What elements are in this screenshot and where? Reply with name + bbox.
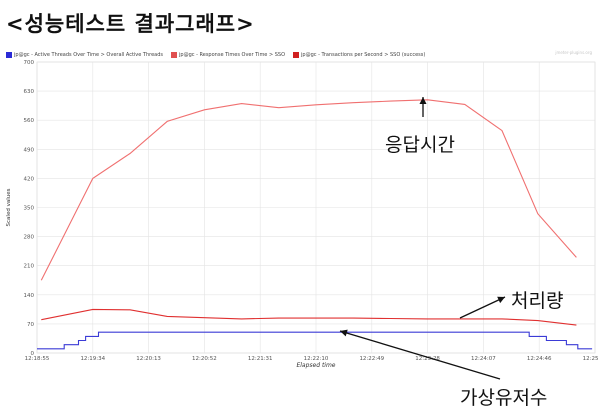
legend-swatch-tps [293, 52, 300, 58]
x-tick-label: 12:21:31 [248, 356, 273, 362]
legend-item-tps: jp@gc - Transactions per Second > SSO (s… [293, 52, 425, 58]
y-tick-label: 0 [31, 351, 35, 357]
x-tick-label: 12:20:13 [136, 356, 161, 362]
arrow-virtual-users-head [340, 329, 348, 337]
arrow-virtual-users [339, 330, 501, 380]
legend-label-tps: jp@gc - Transactions per Second > SSO (s… [301, 52, 426, 58]
y-tick-label: 560 [24, 118, 35, 124]
series-line-threads [37, 331, 593, 350]
y-tick-label: 700 [24, 60, 35, 66]
grid-layer [36, 61, 596, 354]
annotation-response-time: 응답시간 [385, 134, 455, 156]
page-title: <성능테스트 결과그래프> [6, 12, 255, 36]
legend-item-threads: jp@gc - Active Threads Over Time > Overa… [6, 52, 163, 58]
y-tick-label: 140 [24, 293, 35, 299]
y-tick-label: 630 [24, 89, 35, 95]
y-tick-label: 280 [24, 235, 35, 241]
legend-swatch-threads [6, 52, 12, 58]
y-tick-label: 70 [27, 322, 34, 328]
x-tick-label: 12:20:52 [192, 356, 217, 362]
y-tick-label: 210 [24, 264, 35, 270]
y-tick-label: 350 [24, 206, 35, 212]
chart-legend: jp@gc - Active Threads Over Time > Overa… [6, 51, 425, 59]
annotation-throughput: 처리량 [511, 290, 564, 312]
annotation-virtual-users: 가상유저수 [460, 387, 548, 409]
legend-label-response: jp@gc - Response Times Over Time > SSO [179, 52, 286, 58]
legend-swatch-response [171, 52, 178, 58]
x-tick-label: 12:24:07 [471, 356, 496, 362]
legend-item-response: jp@gc - Response Times Over Time > SSO [171, 52, 285, 58]
x-tick-label: 12:22:10 [304, 356, 329, 362]
legend-label-threads: jp@gc - Active Threads Over Time > Overa… [14, 52, 164, 58]
x-tick-label: 12:23:28 [415, 356, 440, 362]
watermark: jmeter-plugins.org [555, 50, 592, 55]
annotation-arrows [339, 97, 506, 380]
y-axis-label: Scaled values [6, 188, 12, 226]
arrow-throughput-head [497, 296, 505, 304]
x-tick-label: 12:24:46 [527, 356, 552, 362]
axis-layer: 0 70 140 210 280 350 420 490 560 630 700 12:18:55 12… [6, 60, 598, 369]
y-tick-label: 490 [24, 147, 35, 153]
arrow-response-time-head [419, 97, 427, 104]
y-tick-label: 420 [24, 176, 35, 182]
series-layer [37, 99, 593, 350]
x-tick-label: 12:22:49 [359, 356, 384, 362]
series-line-tps [41, 308, 577, 326]
x-tick-label: 12:18:55 [25, 356, 50, 362]
x-tick-label: 12:19:34 [80, 356, 105, 362]
x-axis-label: Elapsed time [296, 362, 335, 369]
arrow-throughput [459, 296, 506, 319]
series-line-response [40, 99, 577, 281]
x-tick-label: 12:25:25 [583, 356, 598, 362]
